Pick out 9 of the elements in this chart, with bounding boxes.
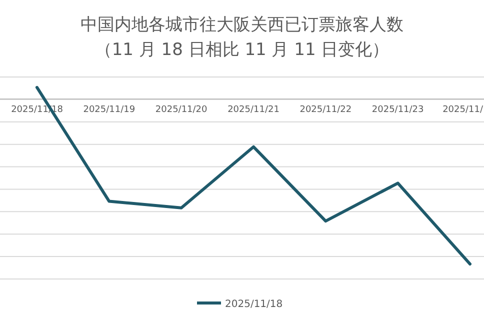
- x-tick-label: 2025/11/20: [155, 105, 208, 115]
- x-tick-label: 2025/11/19: [83, 105, 136, 115]
- chart-title: 中国内地各城市往大阪关西已订票旅客人数: [80, 15, 404, 35]
- x-tick-label: 2025/11/23: [372, 105, 424, 115]
- x-tick-label: 2025/11/22: [300, 105, 352, 115]
- chart-subtitle: （11 月 18 日相比 11 月 11 日变化）: [94, 40, 390, 60]
- x-tick-label: 2025/11/: [442, 105, 484, 115]
- x-tick-label: 2025/11/21: [228, 105, 280, 115]
- legend-label: 2025/11/18: [225, 299, 283, 310]
